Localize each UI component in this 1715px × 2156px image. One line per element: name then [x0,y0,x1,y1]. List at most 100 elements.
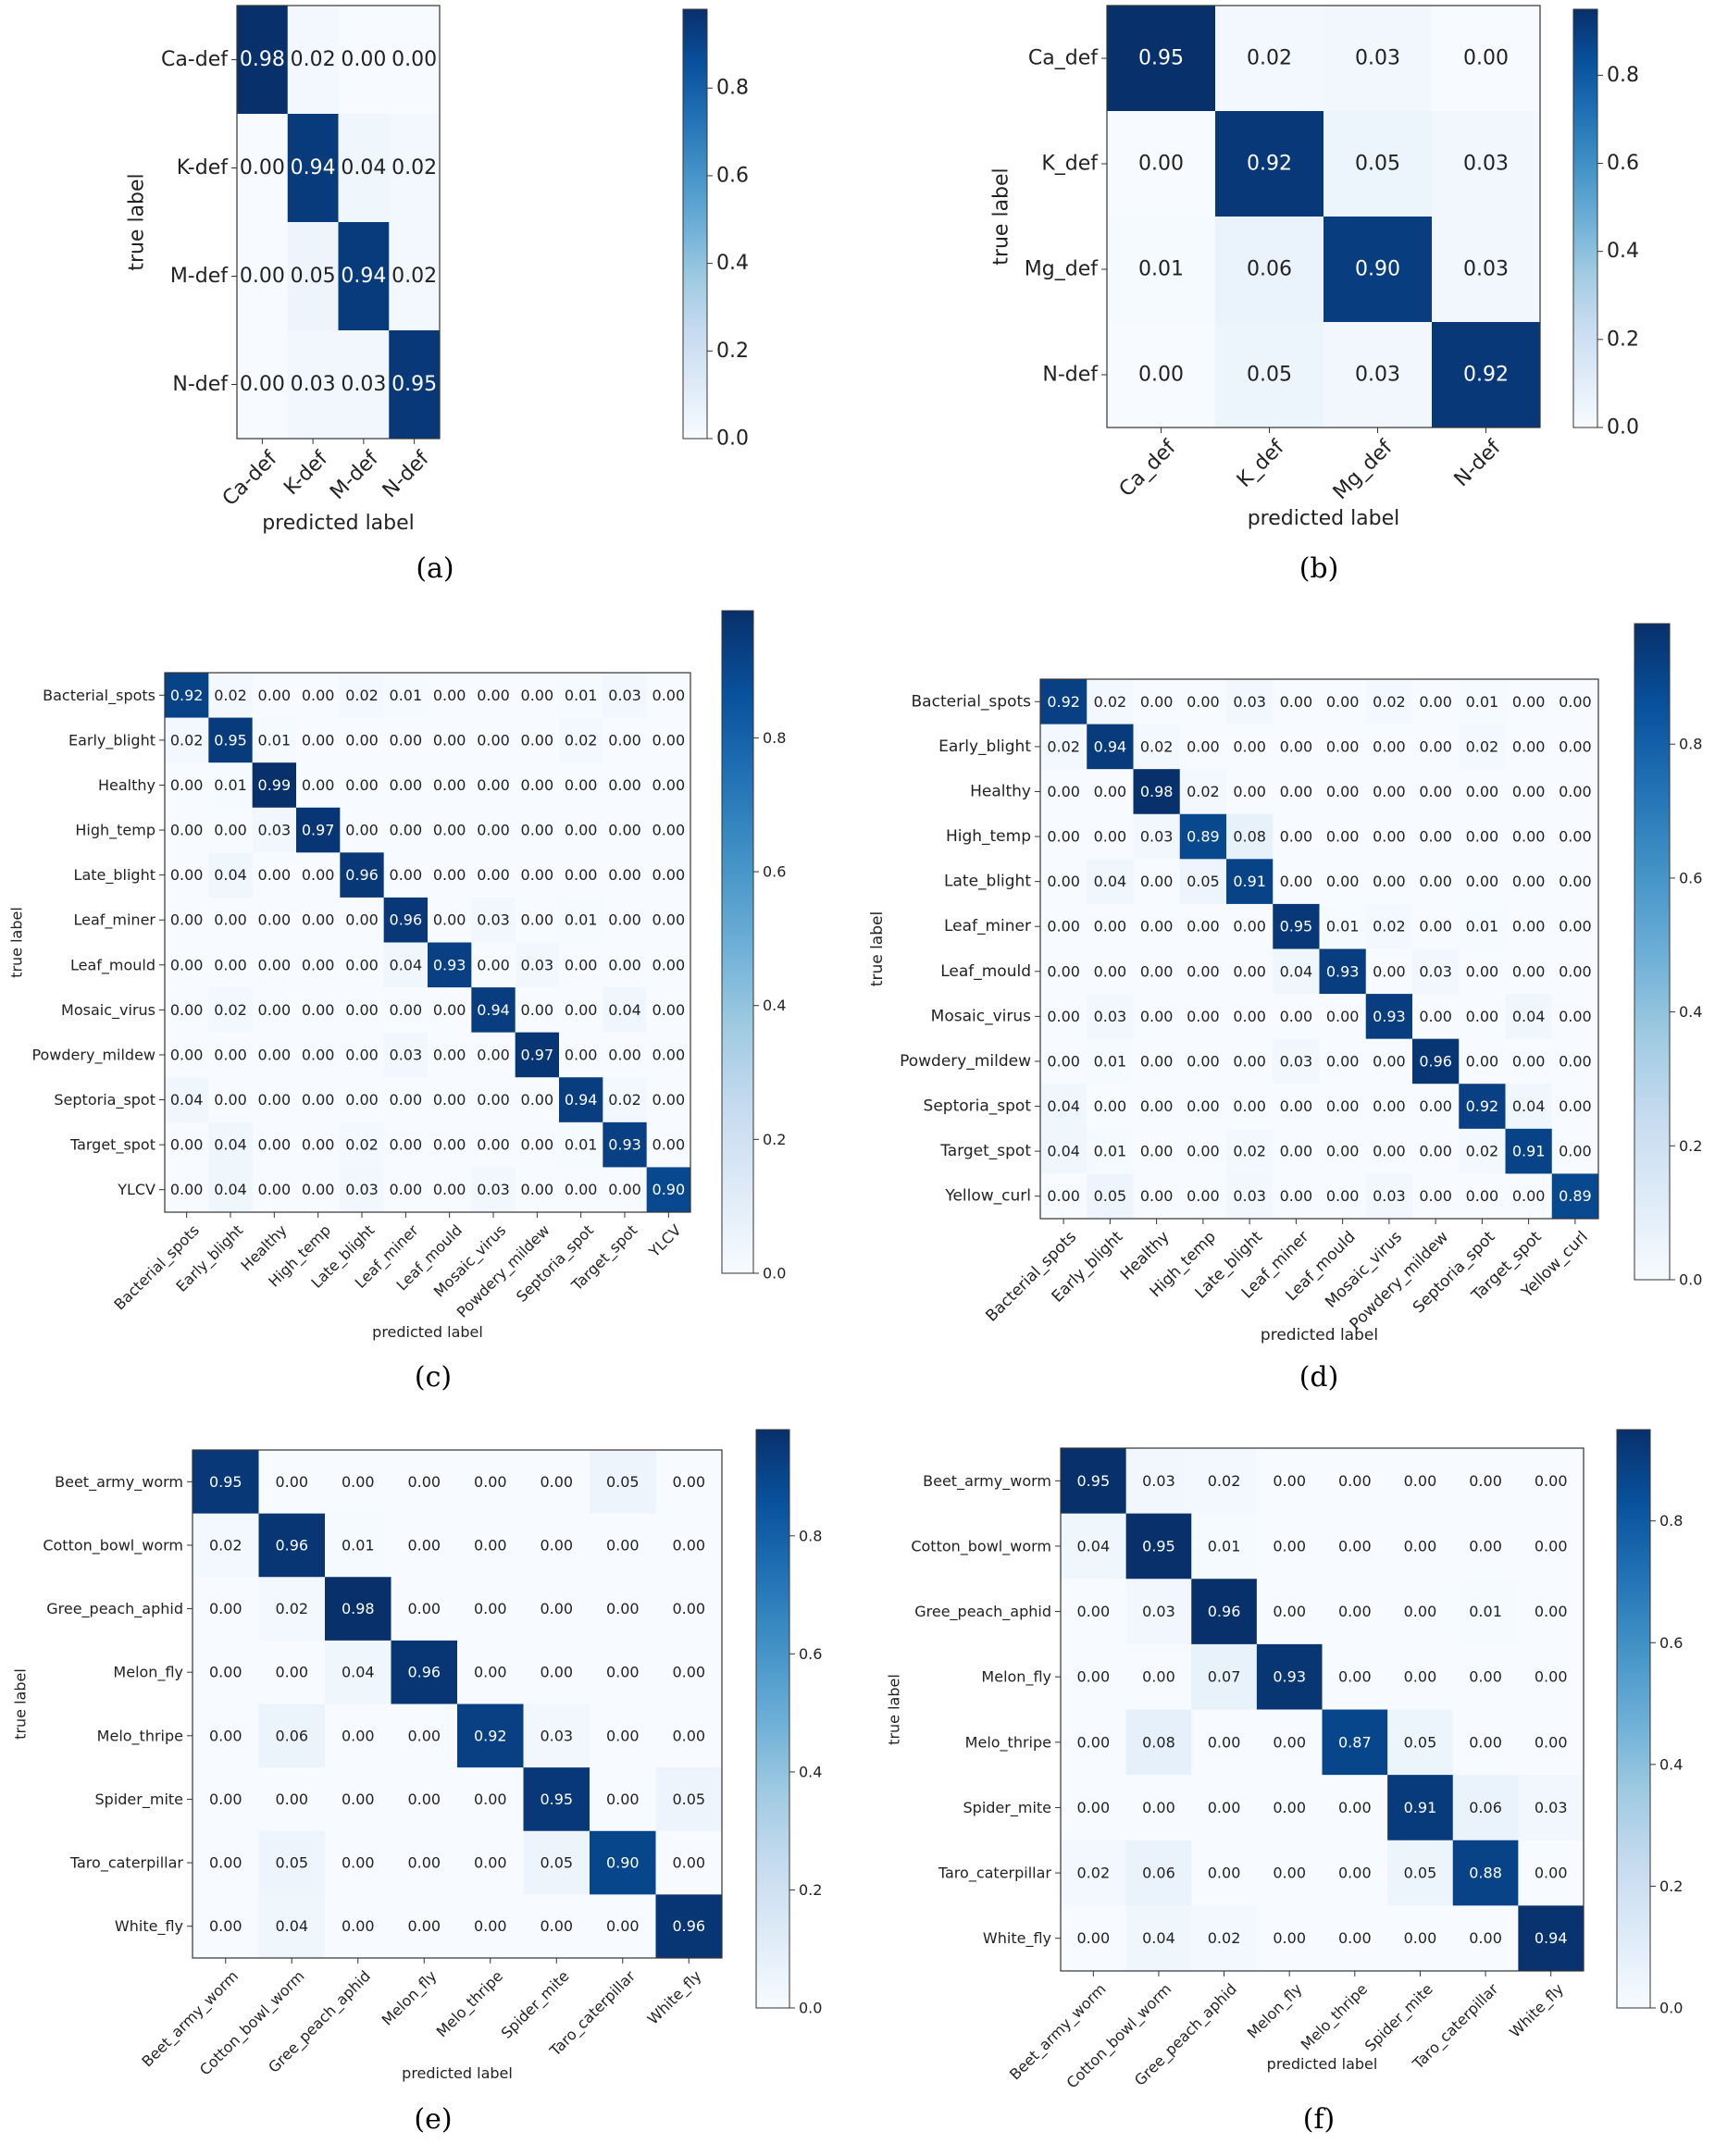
heatmap-cell [383,1077,429,1123]
colorbar-tick-label: 0.8 [799,1527,822,1544]
y-tick-label: Leaf_mould [70,956,155,974]
heatmap-cell [1459,769,1506,815]
heatmap-cell [1273,948,1320,995]
cell-value-label: 0.04 [1094,873,1127,890]
heatmap-cell [208,1077,254,1123]
heatmap-cell [296,717,341,763]
cell-value-label: 0.00 [240,373,285,396]
cell-value-label: 0.00 [170,1136,204,1154]
heatmap-cell [515,1167,560,1213]
cell-value-label: 0.00 [170,1046,204,1063]
heatmap-cell [1412,724,1460,770]
heatmap-cell [1226,994,1274,1040]
heatmap-cell [383,1032,429,1078]
heatmap-cell [1319,679,1367,725]
colorbar-tick-label: 0.2 [1679,1137,1702,1155]
cell-value-label: 0.91 [1512,1143,1546,1160]
cell-value-label: 0.87 [1338,1733,1372,1751]
y-axis-label: true label [126,173,149,270]
heatmap-cell [391,1767,458,1832]
colorbar-tick-label: 0.6 [1679,869,1702,886]
heatmap-cell [1322,1513,1388,1580]
heatmap-cell [1061,1709,1127,1776]
cell-value-label: 0.00 [170,822,204,839]
heatmap-cell [1125,1513,1192,1580]
cell-value-label: 0.00 [652,687,686,704]
heatmap-cell [252,1077,297,1123]
heatmap-cell [1551,1038,1599,1084]
heatmap-cell [1087,1128,1134,1174]
heatmap-cell [258,1450,326,1515]
heatmap-cell [1226,1084,1274,1130]
heatmap-cell [1551,1173,1599,1220]
heatmap-cell [428,1167,472,1213]
heatmap-cell [603,897,648,943]
cell-value-label: 0.00 [1419,693,1452,711]
cell-value-label: 0.96 [1419,1052,1452,1070]
cell-value-label: 0.00 [477,956,510,973]
cell-value-label: 0.00 [390,822,423,839]
cell-value-label: 0.00 [345,911,379,929]
heatmap-cell [1087,679,1134,725]
heatmap-cell [559,852,603,898]
cell-value-label: 0.05 [291,265,336,288]
colorbar-tick-label: 0.2 [1659,1877,1683,1895]
heatmap-cell [252,897,297,943]
heatmap-cell [1387,1840,1454,1906]
cell-value-label: 0.00 [302,911,335,929]
cell-value-label: 0.93 [1326,962,1360,980]
heatmap-cell [391,1513,458,1578]
heatmap-cell [471,1121,516,1168]
heatmap-cell [1191,1709,1258,1776]
cell-value-label: 0.00 [1273,1733,1306,1751]
cell-value-label: 0.91 [1404,1799,1437,1816]
heatmap-cell [1505,724,1553,770]
cell-value-label: 0.08 [1233,828,1266,846]
heatmap-cell [389,330,441,440]
heatmap-cell [1133,903,1181,949]
heatmap-cell [1324,322,1433,428]
colorbar-tick-label: 0.6 [1659,1634,1683,1652]
cell-value-label: 0.00 [652,911,686,929]
cell-value-label: 0.06 [1142,1865,1175,1882]
cell-value-label: 0.94 [1535,1929,1568,1947]
cell-value-label: 0.01 [1208,1537,1241,1555]
cell-value-label: 0.00 [1047,1052,1080,1070]
cell-value-label: 0.00 [1535,1865,1568,1882]
cell-value-label: 0.04 [1512,1097,1546,1115]
heatmap-cell [1432,111,1541,217]
cell-value-label: 0.02 [1047,737,1080,755]
heatmap-cell [340,807,385,853]
heatmap-cell [646,717,691,763]
cell-value-label: 0.00 [540,1664,573,1681]
heatmap-cell [1452,1709,1519,1776]
heatmap-cell [296,1167,341,1213]
heatmap-cell [457,1830,524,1895]
heatmap-cell [383,987,429,1034]
heatmap-cell [1133,1128,1181,1174]
cell-value-label: 0.00 [672,1473,705,1491]
heatmap-cell [428,1032,472,1078]
heatmap-cell [603,807,648,853]
cell-value-label: 0.00 [407,1473,441,1491]
heatmap-cell [1087,948,1134,995]
heatmap-cell [590,1577,656,1642]
cell-value-label: 0.01 [565,911,598,929]
cell-value-label: 0.00 [1077,1668,1111,1686]
heatmap-cell [1179,679,1227,725]
heatmap-cell [208,673,254,719]
cell-value-label: 0.00 [1338,1537,1372,1555]
heatmap-cell [1412,1173,1460,1220]
heatmap-cell [383,673,429,719]
cell-value-label: 0.00 [540,1917,573,1935]
cell-value-label: 0.01 [1326,918,1360,936]
y-axis-label: true label [886,1674,903,1745]
heatmap-cell [296,807,341,853]
heatmap-cell [391,1640,458,1704]
heatmap-cell [523,1767,590,1832]
heatmap-cell [1518,1579,1585,1645]
cell-value-label: 0.00 [1512,962,1546,980]
cell-value-label: 0.00 [433,1001,466,1019]
y-tick-label: Taro_caterpillar [69,1854,184,1873]
cell-value-label: 0.06 [1469,1799,1502,1816]
